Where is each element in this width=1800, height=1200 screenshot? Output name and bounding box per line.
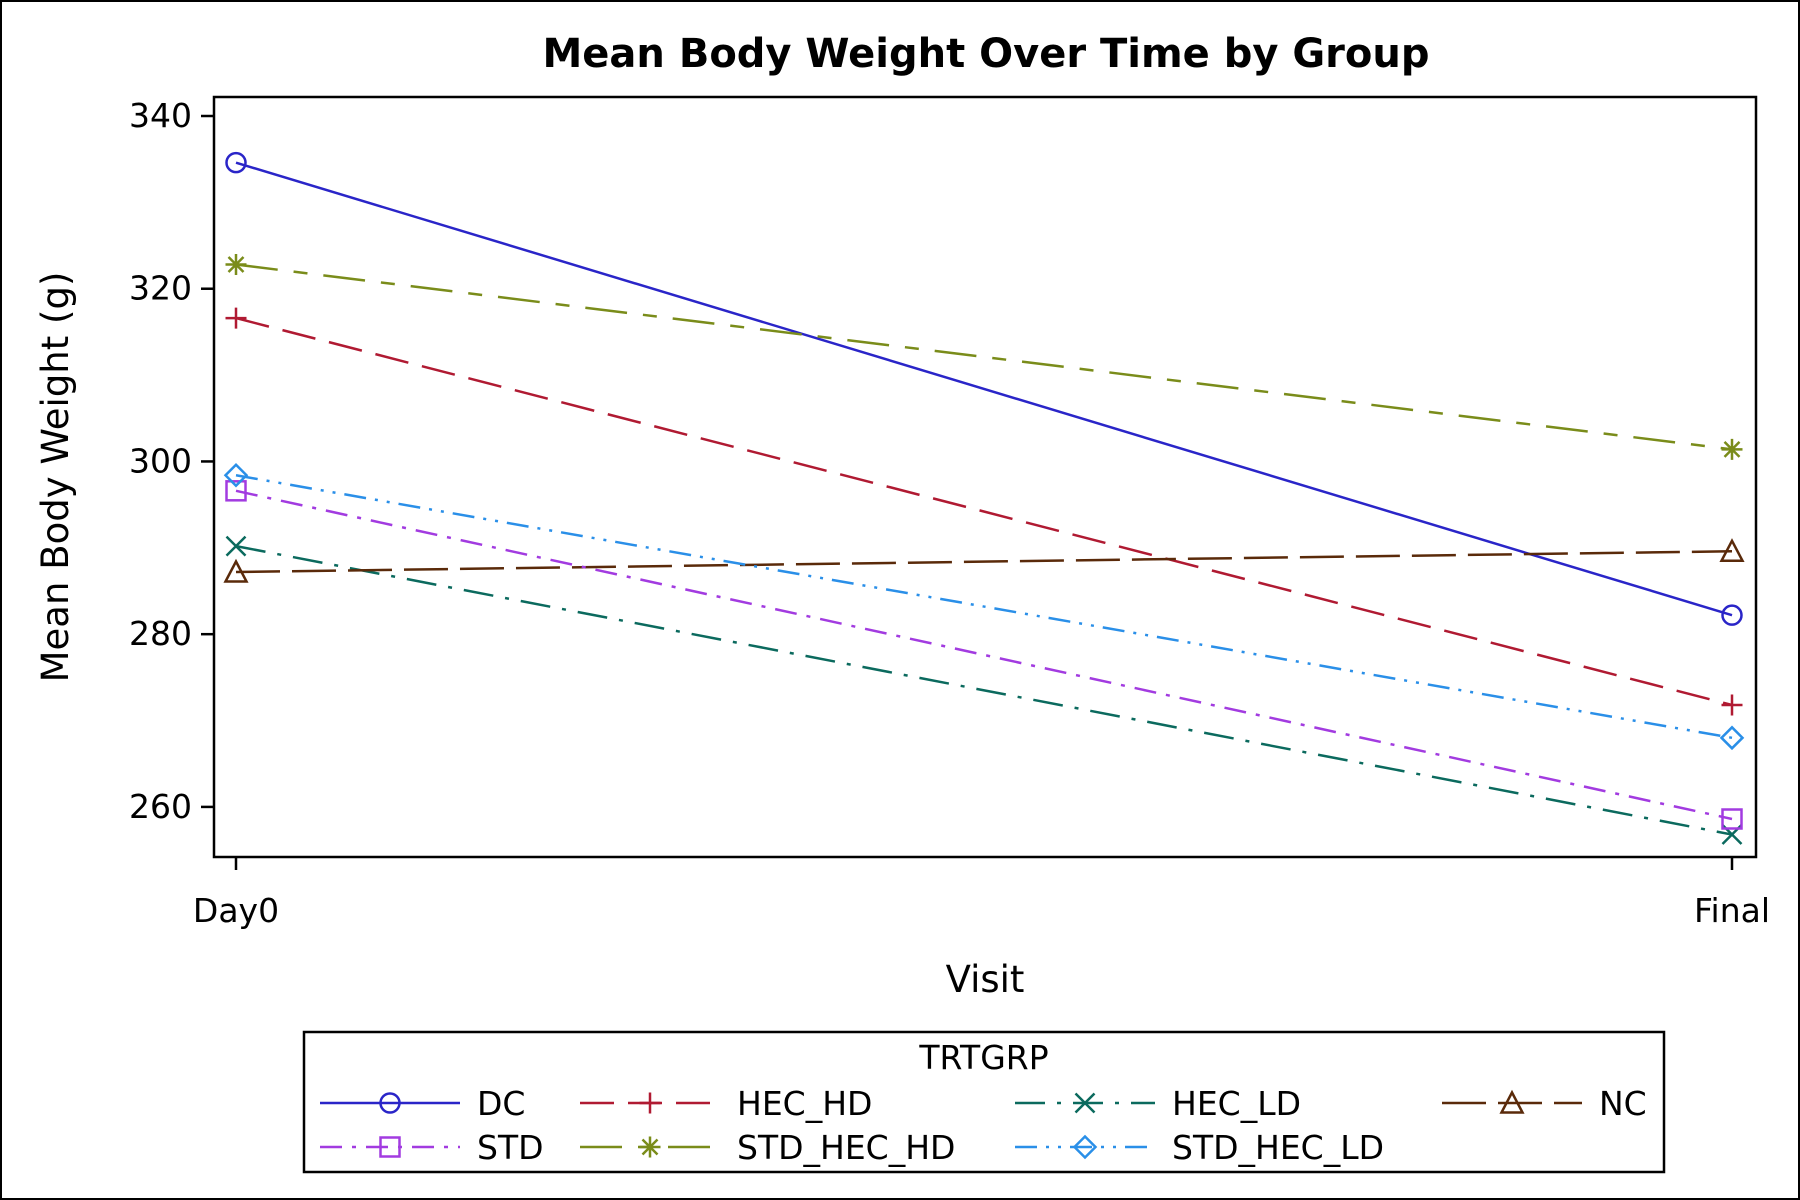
data-point-x — [225, 535, 247, 557]
chart-title: Mean Body Weight Over Time by Group — [543, 31, 1430, 77]
legend-marker-asterisk — [639, 1136, 661, 1158]
data-point-diamond — [1719, 725, 1745, 751]
legend-item: STD_HEC_LD — [1015, 1128, 1384, 1167]
legend-item: HEC_HD — [580, 1084, 872, 1123]
series-line — [235, 474, 1733, 740]
y-tick-label: 260 — [129, 787, 192, 826]
legend-box — [302, 1030, 1666, 1174]
x-tick-label: Final — [1694, 891, 1770, 930]
y-tick-label: 280 — [129, 614, 192, 653]
legend-item: STD — [320, 1128, 544, 1167]
y-axis-label: Mean Body Weight (g) — [34, 272, 77, 683]
x-axis-label: Visit — [946, 958, 1025, 1001]
legend-label: STD_HEC_LD — [1172, 1128, 1384, 1167]
series-line — [235, 544, 1733, 836]
data-point-asterisk — [1721, 438, 1743, 460]
series-line — [235, 489, 1733, 821]
data-point-circle — [1721, 604, 1743, 626]
legend-marker-x — [1074, 1092, 1096, 1114]
data-point-square — [225, 480, 247, 502]
legend-label: STD_HEC_HD — [737, 1128, 955, 1167]
series-line — [235, 161, 1733, 617]
series-hec-hd — [225, 307, 1743, 716]
series-line — [235, 316, 1733, 707]
data-point-triangle — [223, 558, 249, 583]
legend: TRTGRP DC HEC_HD HEC_LD NC STD STD_HEC_HD STD_… — [302, 1030, 1666, 1174]
y-tick-label: 340 — [129, 96, 192, 135]
legend-item: HEC_LD — [1015, 1084, 1301, 1123]
series-line — [235, 263, 1733, 451]
legend-label: HEC_LD — [1172, 1084, 1301, 1123]
legend-marker-square — [379, 1136, 401, 1158]
legend-item: DC — [320, 1084, 525, 1123]
series-dc — [225, 151, 1743, 626]
y-tick-label: 300 — [129, 441, 192, 480]
legend-label: NC — [1599, 1084, 1647, 1123]
y-tick-label: 320 — [129, 269, 192, 308]
data-point-plus — [225, 307, 247, 329]
legend-items: DC HEC_HD HEC_LD NC STD STD_HEC_HD STD_HEC_LD — [320, 1084, 1647, 1167]
legend-marker-circle — [379, 1092, 401, 1114]
legend-marker-diamond — [1072, 1134, 1098, 1160]
data-point-plus — [1721, 694, 1743, 716]
series-std-hec-ld — [223, 463, 1745, 751]
legend-item: NC — [1442, 1084, 1647, 1123]
series-std-hec-hd — [225, 254, 1743, 460]
legend-label: STD — [477, 1128, 544, 1167]
data-point-circle — [225, 151, 247, 174]
series-nc — [223, 538, 1745, 583]
series-line — [235, 550, 1733, 574]
data-point-square — [1721, 808, 1743, 830]
series-layer — [223, 151, 1745, 845]
series-hec-ld — [225, 535, 1743, 845]
legend-item: STD_HEC_HD — [580, 1128, 955, 1167]
legend-title: TRTGRP — [918, 1038, 1048, 1077]
legend-label: HEC_HD — [737, 1084, 872, 1123]
data-point-triangle — [1719, 538, 1745, 563]
series-std — [225, 480, 1743, 830]
legend-marker-triangle — [1499, 1089, 1525, 1114]
x-axis: Day0 Final — [193, 857, 1770, 930]
data-point-diamond — [223, 463, 249, 488]
x-tick-label: Day0 — [193, 891, 279, 930]
legend-label: DC — [477, 1084, 525, 1123]
y-axis: 260 280 300 320 340 — [129, 96, 214, 826]
data-point-asterisk — [225, 254, 247, 276]
legend-marker-plus — [639, 1092, 661, 1114]
plot-area — [212, 95, 1758, 859]
